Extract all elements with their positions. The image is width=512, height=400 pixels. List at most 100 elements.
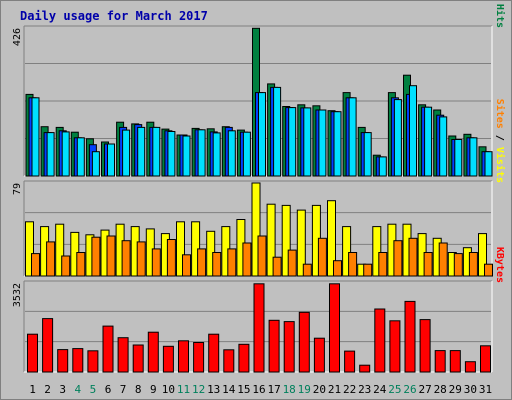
bar-kbytes-day-6 [102, 325, 114, 373]
bar-pages-day-12 [197, 129, 206, 177]
bar-sites-day-2 [46, 241, 56, 277]
bar-sites-day-22 [348, 252, 358, 277]
bar-kbytes-day-2 [42, 318, 54, 373]
day-label-7: 7 [120, 383, 127, 396]
ymax-label-hits-files-pages: 426 [12, 28, 23, 46]
bar-sites-day-18 [287, 249, 297, 277]
bar-sites-day-15 [242, 242, 252, 277]
bar-sites-day-7 [121, 240, 131, 277]
day-label-23: 23 [358, 383, 371, 396]
bar-kbytes-day-18 [283, 321, 295, 373]
bar-pages-day-26 [409, 85, 417, 177]
bar-pages-day-31 [484, 151, 493, 177]
bar-pages-day-13 [212, 132, 221, 177]
bar-pages-day-10 [167, 131, 176, 177]
legend-visits-sites: Sites / Visits [494, 99, 506, 183]
bar-sites-day-4 [76, 252, 86, 277]
bar-visits-day-24 [372, 226, 382, 277]
bar-kbytes-day-13 [208, 333, 220, 373]
bar-kbytes-day-27 [419, 319, 431, 373]
bar-pages-day-27 [424, 106, 433, 177]
bar-pages-day-30 [469, 137, 478, 177]
bar-visits-day-17 [266, 203, 276, 277]
bar-pages-day-17 [273, 86, 282, 177]
bar-sites-day-25 [393, 240, 403, 277]
bar-sites-day-14 [227, 248, 237, 277]
bar-kbytes-day-1 [27, 333, 38, 373]
bar-pages-day-6 [107, 143, 115, 177]
bar-visits-day-11 [176, 221, 185, 277]
bar-kbytes-day-31 [480, 345, 491, 373]
bar-visits-day-22 [342, 226, 352, 277]
bar-pages-day-11 [182, 135, 191, 177]
bar-kbytes-day-12 [193, 342, 205, 373]
bar-pages-day-20 [318, 109, 327, 177]
bar-sites-day-23 [363, 263, 373, 277]
bar-pages-day-15 [242, 131, 251, 177]
bar-sites-day-5 [91, 236, 101, 277]
bar-pages-day-1 [31, 97, 40, 177]
bar-kbytes-day-9 [147, 331, 159, 373]
bar-kbytes-day-30 [464, 361, 476, 373]
bar-kbytes-day-5 [87, 350, 99, 373]
bar-sites-day-1 [31, 253, 40, 277]
bar-pages-day-23 [363, 132, 372, 177]
day-label-11: 11 [177, 383, 190, 396]
bar-sites-day-30 [468, 252, 478, 277]
day-label-31: 31 [479, 383, 492, 396]
bar-visits-day-21 [327, 200, 336, 277]
legend-kbytes: KBytes [494, 247, 505, 283]
bar-kbytes-day-14 [223, 349, 235, 373]
bar-sites-day-3 [61, 255, 71, 277]
bar-pages-day-16 [258, 92, 266, 177]
bar-sites-day-8 [136, 241, 146, 277]
day-label-27: 27 [418, 383, 431, 396]
day-label-24: 24 [373, 383, 387, 396]
bar-visits-day-3 [55, 223, 65, 277]
bar-kbytes-day-23 [359, 364, 371, 373]
day-label-30: 30 [464, 383, 477, 396]
bar-pages-day-24 [378, 156, 387, 177]
day-label-5: 5 [90, 383, 97, 396]
day-label-1: 1 [29, 383, 36, 396]
legend-entry: Hits [494, 4, 506, 28]
bar-sites-day-24 [378, 252, 388, 277]
bar-pages-day-2 [46, 132, 55, 177]
bar-kbytes-day-21 [329, 283, 340, 373]
bar-pages-day-9 [152, 126, 161, 177]
bar-sites-day-19 [302, 263, 312, 277]
chart-title: Daily usage for March 2017 [20, 9, 208, 23]
bar-sites-day-29 [453, 253, 463, 277]
bar-kbytes-day-11 [178, 340, 189, 373]
bar-pages-day-29 [454, 139, 463, 177]
bar-pages-day-25 [393, 99, 402, 177]
bar-sites-day-28 [438, 242, 448, 277]
legend-entry: KBytes [494, 247, 505, 283]
day-label-17: 17 [267, 383, 280, 396]
bar-kbytes-day-15 [238, 343, 250, 373]
bar-sites-day-26 [408, 237, 418, 277]
legend-hits-files-pages: Pages / Files / Hits [494, 1, 506, 28]
day-label-13: 13 [207, 383, 220, 396]
ymax-label-visits-sites: 79 [12, 183, 23, 195]
bar-sites-day-11 [182, 254, 191, 277]
day-label-14: 14 [222, 383, 236, 396]
bar-sites-day-20 [317, 237, 327, 277]
bar-visits-day-31 [478, 233, 487, 277]
bar-pages-day-8 [137, 126, 146, 177]
bar-sites-day-6 [106, 235, 116, 277]
bar-sites-day-16 [257, 235, 267, 277]
bar-sites-day-21 [333, 260, 342, 277]
day-label-26: 26 [403, 383, 416, 396]
bar-kbytes-day-28 [434, 350, 446, 373]
bar-sites-day-12 [197, 248, 207, 277]
bar-kbytes-day-3 [57, 349, 69, 373]
day-label-20: 20 [313, 383, 326, 396]
day-label-21: 21 [328, 383, 341, 396]
bar-kbytes-day-25 [389, 320, 401, 373]
bar-visits-day-18 [281, 204, 291, 277]
bar-sites-day-17 [272, 256, 282, 277]
day-label-4: 4 [74, 383, 81, 396]
